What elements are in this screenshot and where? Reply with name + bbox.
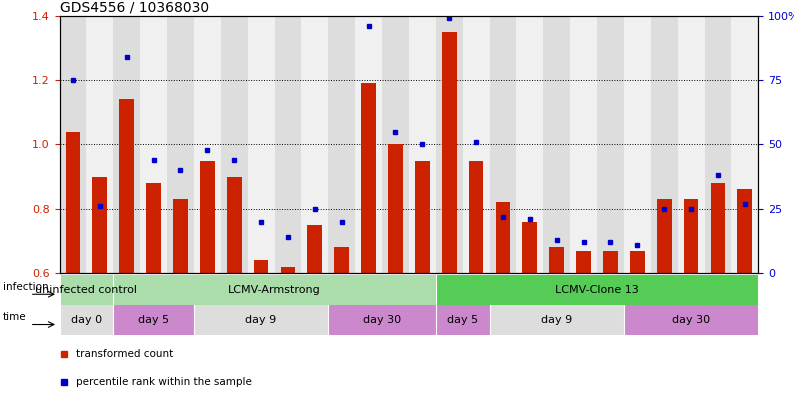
Text: day 9: day 9 bbox=[541, 315, 572, 325]
Bar bbox=[167, 16, 194, 273]
Bar bbox=[60, 305, 114, 335]
Text: day 5: day 5 bbox=[447, 315, 478, 325]
Bar bbox=[731, 16, 758, 273]
Bar bbox=[624, 305, 758, 335]
Bar bbox=[576, 251, 591, 273]
Bar bbox=[651, 16, 677, 273]
Bar bbox=[227, 176, 241, 273]
Text: infection: infection bbox=[2, 282, 48, 292]
Bar bbox=[677, 16, 704, 273]
Bar bbox=[141, 16, 167, 273]
Text: transformed count: transformed count bbox=[76, 349, 173, 359]
Bar bbox=[490, 16, 516, 273]
Bar bbox=[302, 16, 328, 273]
Bar bbox=[194, 16, 221, 273]
Text: day 5: day 5 bbox=[138, 315, 169, 325]
Bar bbox=[221, 16, 248, 273]
Text: time: time bbox=[2, 312, 26, 322]
Bar bbox=[624, 16, 651, 273]
Bar bbox=[441, 32, 457, 273]
Text: day 30: day 30 bbox=[672, 315, 710, 325]
Bar bbox=[334, 248, 349, 273]
Bar bbox=[543, 16, 570, 273]
Bar bbox=[280, 267, 295, 273]
Bar bbox=[114, 16, 141, 273]
Bar bbox=[194, 305, 328, 335]
Text: percentile rank within the sample: percentile rank within the sample bbox=[76, 377, 252, 387]
Bar bbox=[114, 275, 436, 305]
Bar bbox=[657, 199, 672, 273]
Bar bbox=[173, 199, 188, 273]
Text: day 9: day 9 bbox=[245, 315, 277, 325]
Bar bbox=[522, 222, 538, 273]
Bar bbox=[92, 176, 107, 273]
Bar bbox=[436, 16, 463, 273]
Bar bbox=[630, 251, 645, 273]
Bar bbox=[711, 183, 726, 273]
Bar bbox=[382, 16, 409, 273]
Bar bbox=[603, 251, 618, 273]
Bar bbox=[436, 305, 490, 335]
Bar bbox=[597, 16, 624, 273]
Text: day 30: day 30 bbox=[363, 315, 401, 325]
Bar bbox=[200, 160, 214, 273]
Bar bbox=[415, 160, 430, 273]
Bar bbox=[495, 202, 511, 273]
Bar bbox=[570, 16, 597, 273]
Bar bbox=[436, 275, 758, 305]
Text: LCMV-Armstrong: LCMV-Armstrong bbox=[228, 285, 321, 295]
Bar bbox=[463, 16, 490, 273]
Bar bbox=[114, 305, 194, 335]
Bar bbox=[307, 225, 322, 273]
Bar bbox=[87, 16, 114, 273]
Bar bbox=[549, 248, 564, 273]
Bar bbox=[66, 132, 80, 273]
Bar bbox=[738, 189, 752, 273]
Bar bbox=[146, 183, 161, 273]
Bar bbox=[490, 305, 624, 335]
Bar bbox=[704, 16, 731, 273]
Bar bbox=[328, 16, 355, 273]
Bar bbox=[355, 16, 382, 273]
Bar bbox=[60, 16, 87, 273]
Bar bbox=[388, 144, 403, 273]
Bar bbox=[468, 160, 484, 273]
Bar bbox=[254, 260, 268, 273]
Bar bbox=[60, 275, 114, 305]
Text: GDS4556 / 10368030: GDS4556 / 10368030 bbox=[60, 1, 209, 15]
Text: uninfected control: uninfected control bbox=[36, 285, 137, 295]
Bar bbox=[516, 16, 543, 273]
Bar bbox=[361, 83, 376, 273]
Bar bbox=[328, 305, 436, 335]
Bar bbox=[248, 16, 275, 273]
Text: LCMV-Clone 13: LCMV-Clone 13 bbox=[555, 285, 639, 295]
Bar bbox=[119, 99, 134, 273]
Bar bbox=[275, 16, 302, 273]
Text: day 0: day 0 bbox=[71, 315, 102, 325]
Bar bbox=[684, 199, 699, 273]
Bar bbox=[409, 16, 436, 273]
